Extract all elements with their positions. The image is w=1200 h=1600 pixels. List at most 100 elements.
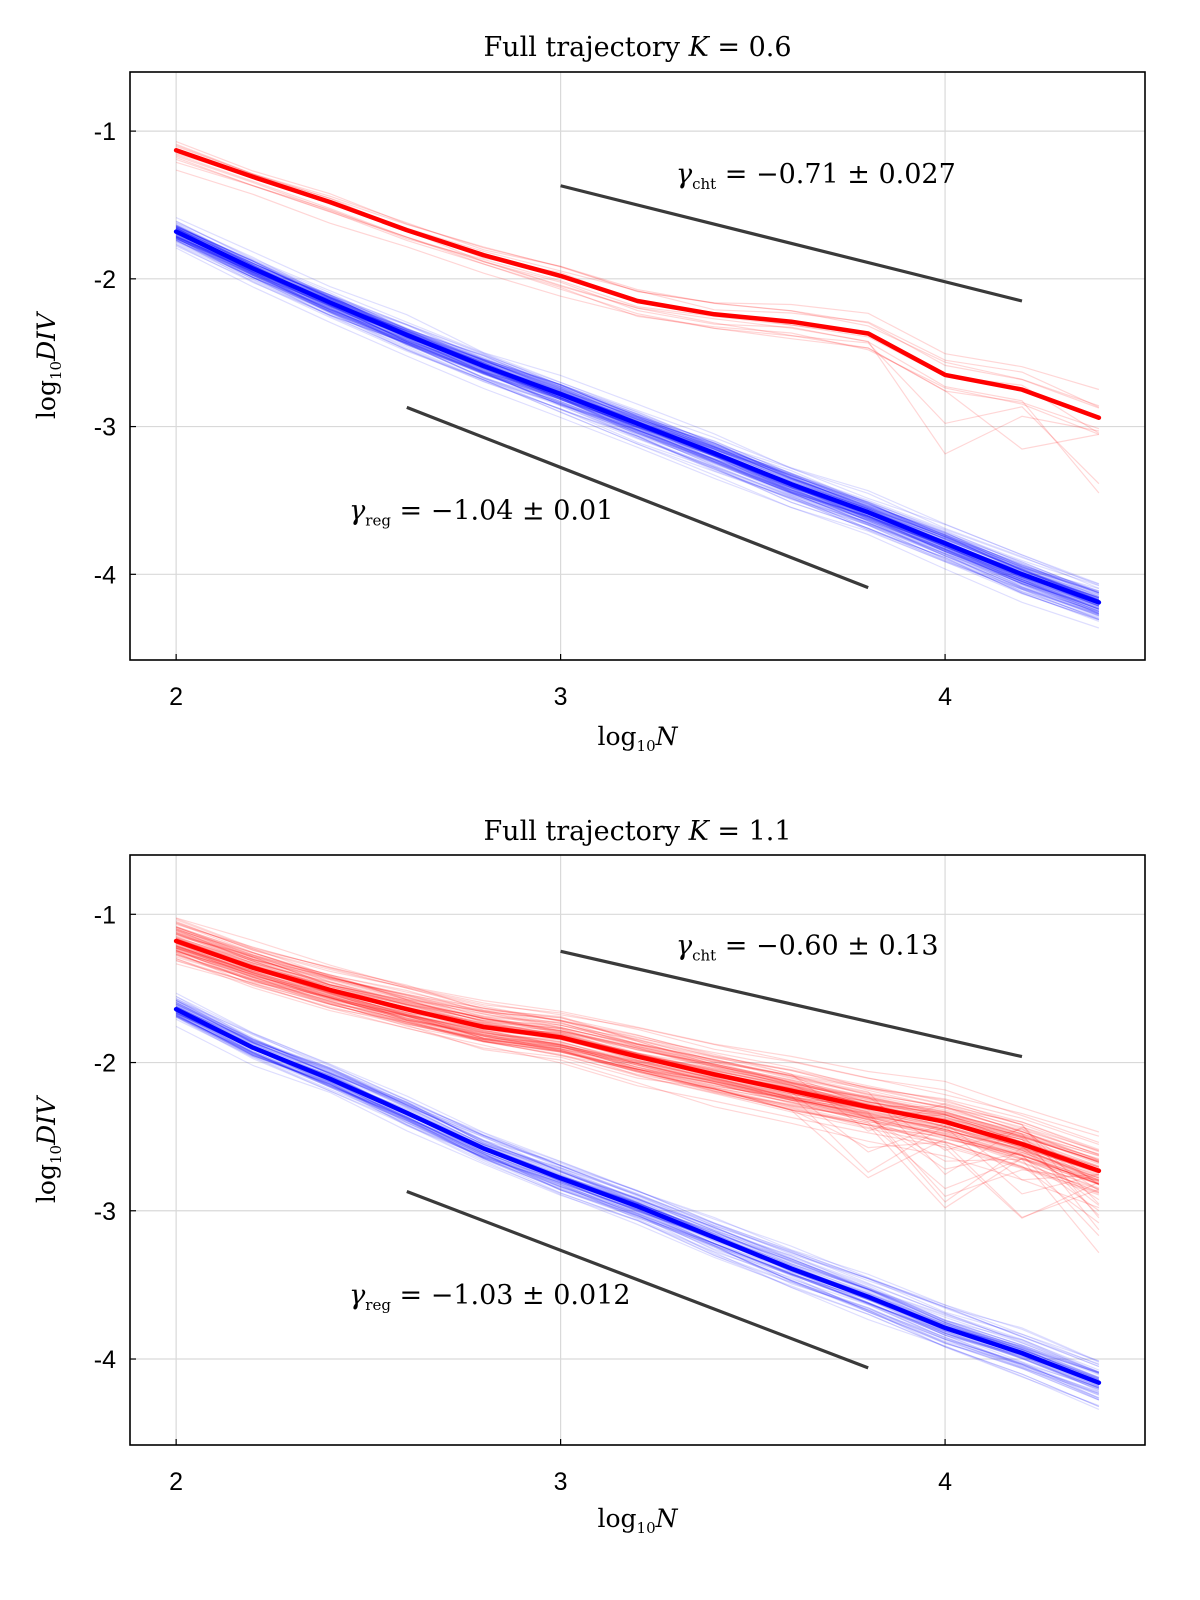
x-label-variable: N [655,1504,679,1533]
regular-trajectories-line [175,1006,1100,1396]
regular-trajectories-line [175,226,1100,598]
regular-trajectories-line [175,1015,1100,1396]
regular-trajectories-line [175,1000,1100,1362]
chaotic-trajectories-line [175,926,1100,1151]
chaotic-trajectories-line [175,950,1100,1193]
y-tick-label: -1 [94,118,116,146]
chaotic-trajectories-line [175,956,1100,1219]
x-label-variable: N [655,722,679,751]
chaotic-trajectories-line [175,931,1100,1165]
regular-trajectories-line [175,235,1100,617]
y-label-subscript: 10 [47,1145,65,1164]
chaotic-trajectories-line [175,945,1100,1201]
y-label-variable: DIV [32,310,61,362]
gamma-symbol: γ [676,930,693,961]
title-text: Full trajectory [483,32,688,63]
regular-trajectories-line [175,1001,1100,1392]
title-text: Full trajectory [483,816,688,847]
regular-mean-line [173,1006,1102,1385]
chaotic-trajectories-line [175,928,1100,1164]
chaotic-trajectories-line [175,937,1100,1156]
regular-trajectories-line [175,1016,1100,1388]
regular-trajectories-line [175,238,1100,610]
regular-trajectories-line [175,217,1100,589]
regular-trajectories-line [175,1014,1100,1399]
regular-trajectories-line [175,1000,1100,1375]
chaotic-trajectories-line [175,944,1100,1181]
chaotic-trajectories-line [175,954,1100,1190]
regular-trajectories-line [175,1025,1100,1394]
chaotic-trajectories-line [175,951,1100,1174]
x-label-prefix: log [597,1504,636,1533]
title-variable: K [688,816,711,847]
plot-frame [129,854,1146,1446]
y-label-prefix: log [32,1164,61,1203]
regular-trajectories-line [175,241,1100,607]
regular-trajectories-line [175,243,1100,617]
chaotic-trajectories-line [175,935,1100,1171]
chaotic-trajectories-line [175,960,1100,1185]
gamma-reg-annotation: γreg = −1.03 ± 0.012 [349,1280,630,1314]
y-label-subscript: 10 [47,361,65,380]
regular-trajectories-line [175,235,1100,615]
chaotic-trajectories-line [175,950,1100,1203]
regular-trajectories-line [175,1016,1100,1391]
chaotic-trajectories-line [175,920,1100,1143]
chaotic-trajectories-line [175,947,1100,1194]
regular-trajectories-line [175,237,1100,616]
chaotic-trajectories-line [175,951,1100,1183]
regular-trajectories-line [175,1009,1100,1407]
regular-trajectories-line [175,1011,1100,1399]
x-axis-label: log10N [597,1504,678,1537]
regular-trajectories-line [175,227,1100,592]
regular-trajectories-line [175,230,1100,610]
regular-trajectories-line [175,238,1100,612]
y-tick-label: -4 [94,561,116,589]
y-axis-label: log10DIV [32,1094,65,1203]
regular-trajectories-line [175,1009,1100,1386]
regular-slope-reference [406,405,869,590]
chaotic-trajectories-line [175,946,1100,1182]
chaotic-trajectories-line [175,954,1100,1189]
regular-trajectories-line [175,222,1100,594]
y-tick-label: -4 [94,1346,116,1374]
regular-trajectories-line [175,234,1100,615]
y-tick-label: -3 [94,1198,116,1226]
chaotic-trajectories-line [175,953,1100,1185]
chaotic-trajectories-line [175,958,1100,1190]
regular-trajectories-line [175,1001,1100,1365]
regular-trajectories-line [175,1003,1100,1389]
regular-trajectories-line [175,244,1100,616]
gamma-subscript: reg [365,1296,391,1314]
chaotic-trajectories-line [175,929,1100,1163]
regular-trajectories-line [175,224,1100,599]
regular-trajectories-line [175,1003,1100,1366]
chaotic-trajectories-line [175,946,1100,1179]
regular-trajectories-line [175,247,1100,629]
x-tick-label: 3 [554,683,568,711]
regular-trajectories-line [175,233,1100,613]
regular-trajectories-line [175,220,1100,593]
x-label-prefix: log [597,722,636,751]
regular-trajectories-line [175,999,1100,1375]
chaotic-trajectories-line [175,927,1100,1205]
regular-trajectories-line [175,992,1100,1373]
chaotic-trajectories-line [175,940,1100,1194]
chaotic-trajectories-line [175,926,1100,1157]
chaotic-trajectories-line [175,932,1100,1168]
regular-trajectories-line [175,999,1100,1374]
y-label-variable: DIV [32,1094,61,1146]
regular-trajectories-line [175,1002,1100,1384]
regular-trajectories-line [175,233,1100,621]
x-tick-label: 4 [938,1468,952,1496]
regular-trajectories-line [175,227,1100,585]
chaotic-trajectories-line [175,954,1099,1197]
y-tick-label: -2 [94,1050,116,1078]
gamma-value: = −1.04 ± 0.01 [391,496,613,527]
regular-trajectories-line [175,225,1100,601]
chaotic-trajectories-line [175,947,1100,1224]
y-tick-label: -3 [94,414,116,442]
chaotic-trajectories-line [175,917,1100,1152]
regular-trajectories-line [175,1015,1100,1394]
